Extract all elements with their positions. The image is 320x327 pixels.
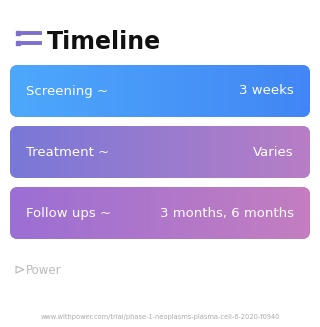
FancyBboxPatch shape <box>10 126 310 178</box>
Text: Varies: Varies <box>253 146 294 159</box>
Text: Screening ~: Screening ~ <box>26 84 108 97</box>
Text: Treatment ~: Treatment ~ <box>26 146 109 159</box>
Text: 3 months, 6 months: 3 months, 6 months <box>160 206 294 219</box>
Text: Power: Power <box>26 264 62 277</box>
Text: ⊳: ⊳ <box>14 263 26 277</box>
Text: Timeline: Timeline <box>47 30 161 54</box>
Text: 3 weeks: 3 weeks <box>239 84 294 97</box>
Text: www.withpower.com/trial/phase-1-neoplasms-plasma-cell-6-2020-f0940: www.withpower.com/trial/phase-1-neoplasm… <box>40 314 280 320</box>
FancyBboxPatch shape <box>10 65 310 117</box>
FancyBboxPatch shape <box>10 187 310 239</box>
Text: Follow ups ~: Follow ups ~ <box>26 206 111 219</box>
